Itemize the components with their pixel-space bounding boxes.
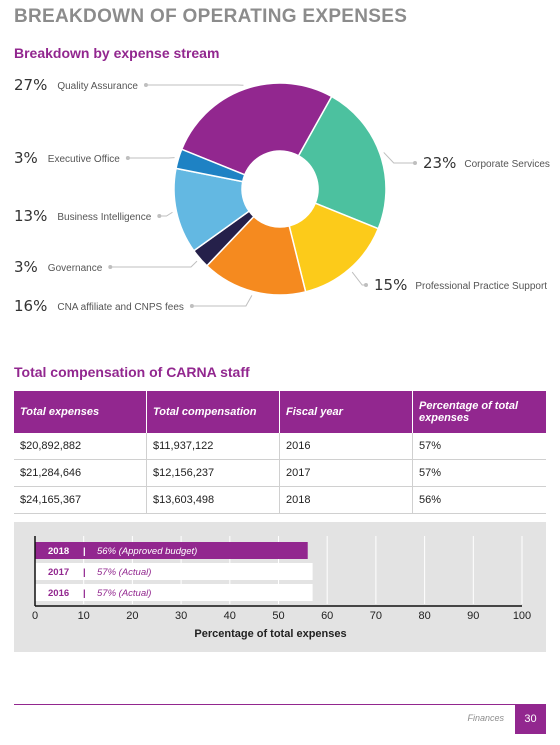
bar-value-label: 57% (Actual)	[97, 567, 151, 578]
cell-total-compensation: $13,603,498	[146, 486, 280, 514]
x-tick-label: 40	[224, 610, 236, 622]
cell-fiscal-year: 2017	[279, 459, 413, 487]
bar-separator: |	[83, 546, 86, 557]
leader-line	[383, 152, 415, 164]
cell-percentage: 56%	[412, 486, 546, 514]
slice-percent-label: 16%	[14, 297, 47, 315]
slice-quality-assurance	[180, 82, 333, 176]
bar-2017	[35, 563, 313, 580]
slice-corporate-services	[297, 95, 387, 230]
bar-value-label: 56% (Approved budget)	[97, 546, 197, 557]
bar-2016	[35, 584, 313, 601]
bar-year-label: 2018	[48, 546, 69, 557]
x-tick-label: 30	[175, 610, 187, 622]
leader-line	[159, 211, 173, 217]
slice-percent-label: 23%	[423, 154, 456, 172]
x-tick-label: 60	[321, 610, 333, 622]
slice-percent-label: 27%	[14, 76, 47, 94]
donut-section-title: Breakdown by expense stream	[14, 45, 220, 61]
slice-name-label: Corporate Services	[464, 159, 550, 170]
x-axis-title: Percentage of total expenses	[194, 628, 346, 640]
slice-name-label: Quality Assurance	[57, 81, 138, 92]
slice-name-label: Business Intelligence	[57, 212, 151, 223]
cell-percentage: 57%	[412, 459, 546, 487]
table-row: $24,165,367 $13,603,498 2018 56%	[14, 486, 546, 514]
slice-executive-office	[175, 148, 246, 183]
table-header-row: Total expenses Total compensation Fiscal…	[14, 391, 546, 433]
header-fiscal-year: Fiscal year	[279, 391, 413, 433]
bar-year-label: 2017	[48, 567, 69, 578]
x-tick-label: 0	[32, 610, 38, 622]
x-tick-label: 70	[370, 610, 382, 622]
bar-year-label: 2016	[48, 588, 69, 599]
cell-percentage: 57%	[412, 433, 546, 460]
table-section-title: Total compensation of CARNA staff	[14, 364, 250, 380]
bar-separator: |	[83, 567, 86, 578]
cell-total-expenses: $20,892,882	[14, 433, 147, 460]
bar-2018	[35, 542, 308, 559]
slice-name-label: CNA affiliate and CNPS fees	[57, 302, 184, 313]
slice-name-label: Executive Office	[48, 154, 121, 165]
bar-chart-panel: 2018 | 56% (Approved budget) 2017 | 57% (Actu…	[14, 522, 546, 652]
bar-chart: 2018 | 56% (Approved budget) 2017 | 57% (Actu…	[32, 536, 531, 640]
page-title: BREAKDOWN OF OPERATING EXPENSES	[14, 6, 408, 27]
x-tick-label: 10	[78, 610, 90, 622]
leader-line	[110, 260, 198, 268]
bar-value-label: 57% (Actual)	[97, 588, 151, 599]
slice-percent-label: 3%	[14, 149, 38, 167]
header-total-expenses: Total expenses	[14, 391, 147, 433]
cell-fiscal-year: 2018	[279, 486, 413, 514]
page-number: 30	[515, 704, 546, 734]
x-tick-label: 90	[467, 610, 479, 622]
slice-name-label: Professional Practice Support	[415, 281, 547, 292]
compensation-table: Total expenses Total compensation Fiscal…	[14, 391, 546, 514]
cell-total-compensation: $12,156,237	[146, 459, 280, 487]
footer-section-label: Finances	[467, 713, 504, 723]
cell-fiscal-year: 2016	[279, 433, 413, 460]
x-tick-label: 100	[513, 610, 531, 622]
footer-divider	[14, 704, 546, 705]
bar-separator: |	[83, 588, 86, 599]
cell-total-compensation: $11,937,122	[146, 433, 280, 460]
slice-name-label: Governance	[48, 263, 103, 274]
x-tick-label: 50	[272, 610, 284, 622]
cell-total-expenses: $21,284,646	[14, 459, 147, 487]
header-percentage: Percentage of total expenses	[412, 391, 546, 433]
table-row: $21,284,646 $12,156,237 2017 57%	[14, 459, 546, 487]
slice-cna-affiliate-and-cnps-fees	[205, 215, 307, 296]
header-total-compensation: Total compensation	[146, 391, 280, 433]
donut-chart: 27% Quality Assurance 23% Corporate Service…	[14, 76, 550, 315]
cell-total-expenses: $24,165,367	[14, 486, 147, 514]
x-tick-label: 80	[418, 610, 430, 622]
leader-line	[351, 271, 366, 286]
leader-line	[191, 295, 253, 307]
slice-percent-label: 15%	[374, 276, 407, 294]
table-row: $20,892,882 $11,937,122 2016 57%	[14, 433, 546, 460]
slice-percent-label: 3%	[14, 258, 38, 276]
slice-professional-practice-support	[288, 202, 380, 293]
slice-percent-label: 13%	[14, 207, 47, 225]
x-tick-label: 20	[126, 610, 138, 622]
